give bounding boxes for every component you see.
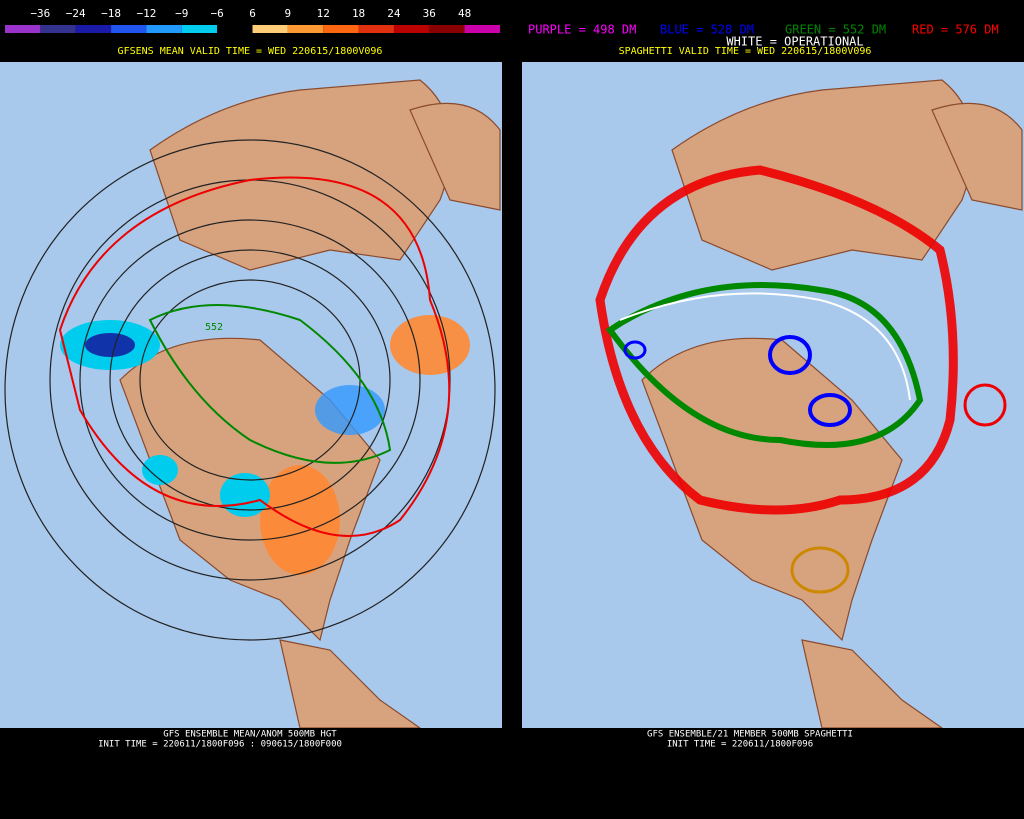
colorbar-label: −12 (136, 7, 156, 20)
legend-blue: BLUE = 528 DM (660, 23, 754, 37)
colorbar-label: 24 (387, 7, 401, 20)
colorbar-label: 6 (249, 7, 256, 20)
colorbar-swatch (464, 25, 500, 33)
colorbar-label: 12 (317, 7, 330, 20)
colorbar-swatch (287, 25, 324, 33)
colorbar-label: 48 (458, 7, 471, 20)
left-header: GFSENS MEAN VALID TIME = WED 220615/1800… (118, 46, 383, 57)
colorbar-swatch (323, 25, 359, 33)
colorbar-label: −18 (101, 7, 121, 20)
legend-red: RED = 576 DM (912, 23, 999, 37)
colorbar-label: −36 (30, 7, 50, 20)
left-footer: INIT TIME = 220611/1800F096 : 090615/180… (98, 740, 342, 750)
colorbar: −36 −24 −18 −12 −9 −6 6 9 12 18 24 36 48 (5, 7, 500, 33)
colorbar-swatch (40, 25, 76, 33)
left-map: 552 (0, 62, 502, 728)
legend-white: WHITE = OPERATIONAL (726, 35, 863, 49)
colorbar-label: 36 (423, 7, 436, 20)
colorbar-swatch (181, 25, 218, 33)
colorbar-swatch (111, 25, 147, 33)
colorbar-swatch (5, 25, 41, 33)
left-footer: GFS ENSEMBLE MEAN/ANOM 500MB HGT (163, 730, 337, 740)
colorbar-label: 9 (285, 7, 292, 20)
colorbar-swatch (429, 25, 465, 33)
legend-green: GREEN = 552 DM (785, 23, 886, 37)
colorbar-swatch (217, 25, 253, 33)
colorbar-label: −6 (211, 7, 224, 20)
colorbar-swatch (146, 25, 182, 33)
colorbar-swatch (393, 25, 430, 33)
legend-purple: PURPLE = 498 DM (528, 23, 636, 37)
colorbar-swatch (252, 25, 288, 33)
colorbar-swatch (75, 25, 112, 33)
contour-label: 552 (205, 322, 223, 333)
colorbar-label: −24 (66, 7, 86, 20)
colorbar-swatch (358, 25, 394, 33)
colorbar-label: −9 (175, 7, 188, 20)
right-header: SPAGHETTI VALID TIME = WED 220615/1800V0… (619, 46, 872, 57)
right-map (522, 62, 1024, 728)
right-footer: GFS ENSEMBLE/21 MEMBER 500MB SPAGHETTI (647, 730, 853, 740)
colorbar-label: 18 (352, 7, 365, 20)
right-footer: INIT TIME = 220611/1800F096 (667, 740, 813, 750)
